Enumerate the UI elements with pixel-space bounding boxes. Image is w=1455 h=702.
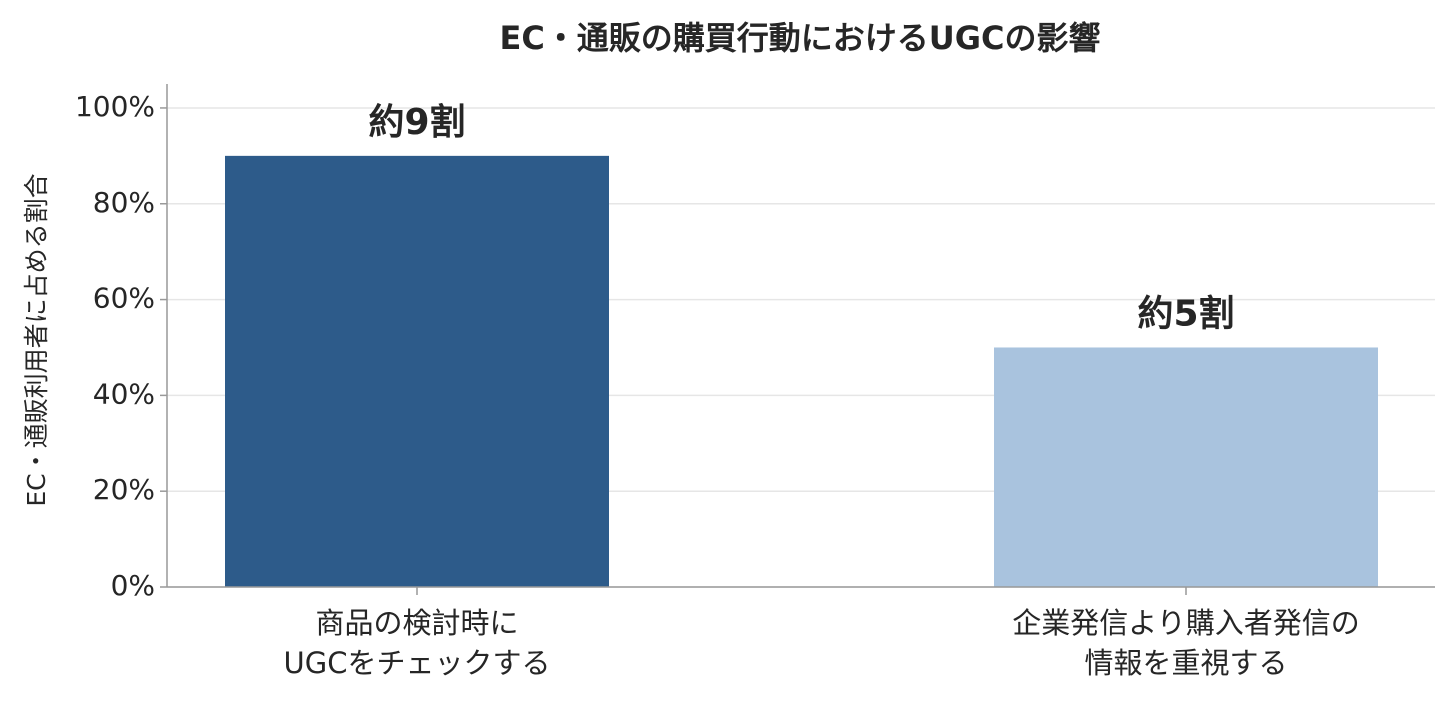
bar	[225, 155, 609, 587]
x-tick-label: 企業発信より購入者発信の 情報を重視する	[1012, 606, 1360, 680]
y-tick-label: 20%	[93, 473, 155, 506]
y-tick-label: 40%	[93, 377, 155, 410]
bar	[994, 347, 1378, 587]
y-tick-label: 0%	[111, 569, 155, 602]
value-label: 約9割	[368, 102, 465, 143]
value-label: 約5割	[1137, 293, 1234, 334]
y-tick-label: 60%	[93, 282, 155, 315]
chart-title: EC・通販の購買行動におけるUGCの影響	[499, 19, 1100, 57]
y-tick-label: 100%	[75, 90, 155, 123]
x-tick-label: 商品の検討時に UGCをチェックする	[283, 606, 551, 680]
y-tick-label: 80%	[93, 186, 155, 219]
y-axis-label: EC・通販利用者に占める割合	[22, 173, 51, 506]
